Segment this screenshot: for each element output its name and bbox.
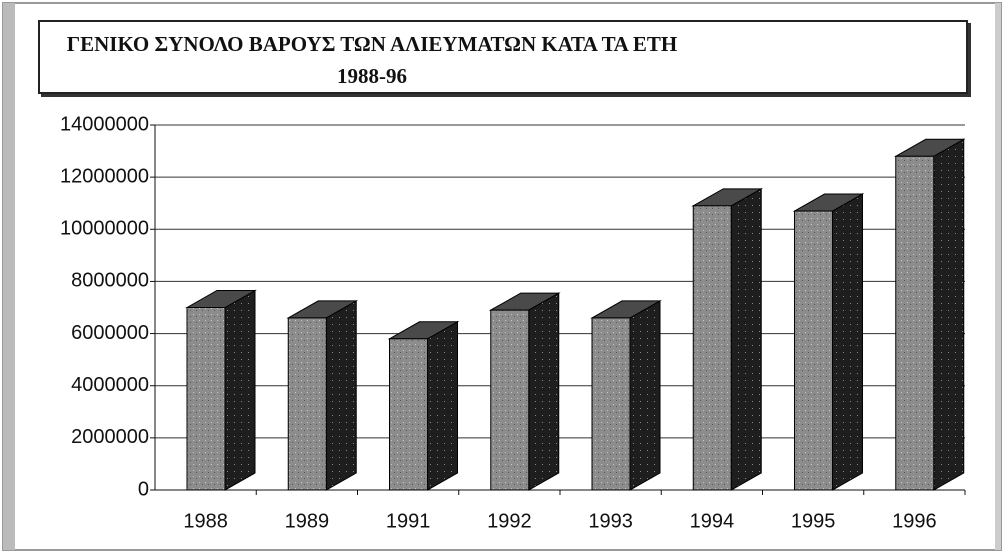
bar-front (389, 338, 428, 491)
bar-front (287, 317, 327, 491)
bar-side (629, 300, 661, 491)
bar (590, 300, 662, 491)
bar-side (528, 292, 560, 491)
x-tick-label: 1995 (791, 510, 836, 532)
bar-side (325, 300, 357, 491)
bar (488, 292, 561, 491)
bar (691, 187, 764, 491)
y-tick-label: 4000000 (71, 374, 149, 396)
x-tick-label: 1993 (588, 510, 633, 532)
y-tick-label: 8000000 (71, 270, 149, 292)
bar (185, 289, 257, 491)
bar (286, 300, 359, 491)
bar (387, 320, 460, 491)
x-tick-label: 1988 (183, 510, 228, 532)
bar-front (895, 155, 935, 491)
y-tick-label: 14000000 (60, 113, 149, 135)
bar-side (224, 289, 256, 491)
bar (893, 138, 966, 491)
y-tick-label: 12000000 (60, 165, 149, 187)
x-tick-label: 1994 (690, 510, 735, 532)
bar-front (692, 205, 732, 491)
chart-title: ΓΕΝΙΚΟ ΣΥΝΟΛΟ ΒΑΡΟΥΣ ΤΩΝ ΑΛΙΕΥΜΑΤΩΝ ΚΑΤΑ… (66, 32, 678, 88)
bar-side (933, 138, 965, 491)
y-tick-label: 10000000 (60, 218, 149, 240)
scan-edge (995, 3, 1001, 550)
x-tick-label: 1992 (487, 510, 532, 532)
bar (792, 193, 865, 491)
bar-front (186, 307, 226, 491)
y-tick-label: 2000000 (71, 426, 149, 448)
title-box: ΓΕΝΙΚΟ ΣΥΝΟΛΟ ΒΑΡΟΥΣ ΤΩΝ ΑΛΙΕΥΜΑΤΩΝ ΚΑΤΑ… (38, 20, 968, 94)
scan-edge (3, 3, 15, 550)
bar-front (591, 317, 631, 491)
x-tick-label: 1991 (386, 510, 431, 532)
bar-side (427, 320, 458, 491)
bar-side (832, 193, 863, 491)
bar-front (490, 309, 530, 491)
bar-front (794, 210, 833, 491)
y-tick-label: 6000000 (71, 322, 149, 344)
x-tick-label: 1996 (892, 510, 937, 532)
y-tick-label: 0 (138, 478, 149, 500)
bar-side (730, 187, 762, 491)
x-tick-label: 1989 (285, 510, 330, 532)
